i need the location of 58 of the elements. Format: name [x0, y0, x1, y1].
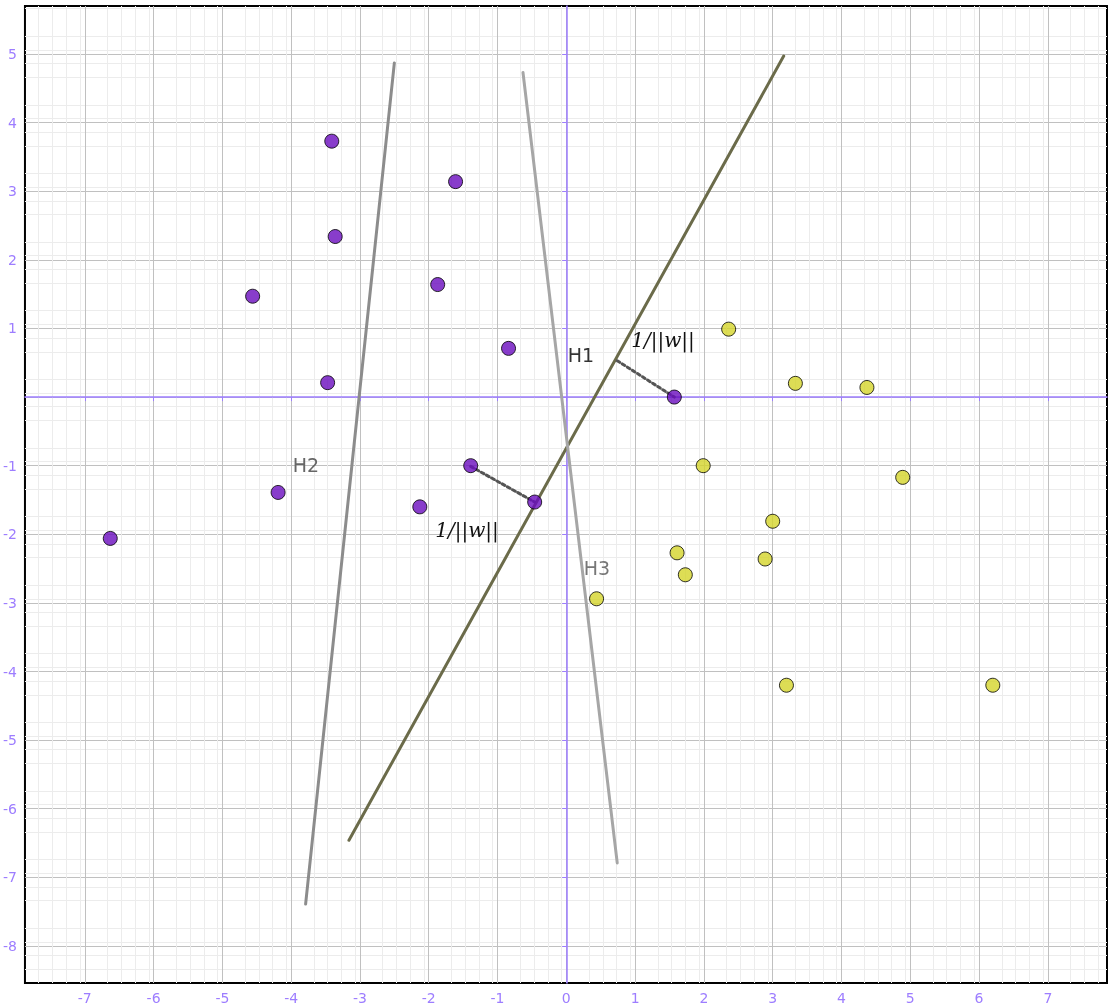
y-tick-label: -4 [2, 663, 18, 680]
point [895, 469, 911, 485]
x-tick-label: -2 [421, 990, 436, 1005]
x-tick-label: -1 [490, 990, 505, 1005]
x-tick-label: 5 [905, 990, 915, 1005]
x-tick-label: 7 [1043, 990, 1053, 1005]
point [501, 340, 517, 356]
y-tick-label: -1 [2, 457, 17, 474]
y-tick-label: 1 [8, 320, 17, 337]
y-tick-label: 5 [8, 46, 17, 63]
point [778, 677, 794, 693]
point [985, 677, 1001, 693]
x-tick-label: 1 [630, 990, 640, 1005]
point [695, 458, 711, 474]
point [859, 379, 875, 395]
point [430, 277, 446, 293]
x-tick-label: -6 [146, 990, 161, 1005]
x-tick-label: 6 [974, 990, 984, 1005]
x-tick-label: -5 [215, 990, 230, 1005]
point [102, 530, 118, 546]
annotation: H3 [583, 557, 611, 579]
y-tick-label: 3 [8, 183, 17, 200]
point [669, 545, 685, 561]
point [448, 174, 464, 190]
x-tick-label: 3 [768, 990, 778, 1005]
point [787, 375, 803, 391]
point [666, 389, 682, 405]
point [320, 375, 336, 391]
x-tick-label: 4 [837, 990, 847, 1005]
point [270, 484, 286, 500]
x-tick-label: -7 [77, 990, 92, 1005]
y-tick-label: -8 [2, 937, 17, 954]
point [765, 513, 781, 529]
y-tick-label: -6 [2, 800, 18, 817]
annotation: H1 [567, 344, 595, 366]
point [677, 567, 693, 583]
y-tick-label: -2 [2, 526, 17, 543]
y-tick-label: -5 [2, 732, 17, 749]
annotation: H2 [292, 454, 320, 476]
point [527, 494, 543, 510]
x-tick-label: 0 [561, 990, 571, 1005]
point [589, 591, 605, 607]
point [245, 288, 261, 304]
point [463, 458, 479, 474]
x-tick-label: 2 [699, 990, 709, 1005]
point [327, 229, 343, 245]
point [412, 499, 428, 515]
y-tick-label: 4 [8, 114, 18, 131]
x-tick-label: -3 [352, 990, 367, 1005]
y-tick-label: -3 [2, 594, 17, 611]
y-tick-label: 2 [8, 251, 17, 268]
x-tick-label: -4 [284, 990, 299, 1005]
y-tick-label: -7 [2, 869, 17, 886]
annotation: 1/||w|| [435, 518, 499, 543]
annotation: 1/||w|| [631, 328, 695, 353]
point [324, 133, 340, 149]
point [721, 321, 737, 337]
point [757, 551, 773, 567]
